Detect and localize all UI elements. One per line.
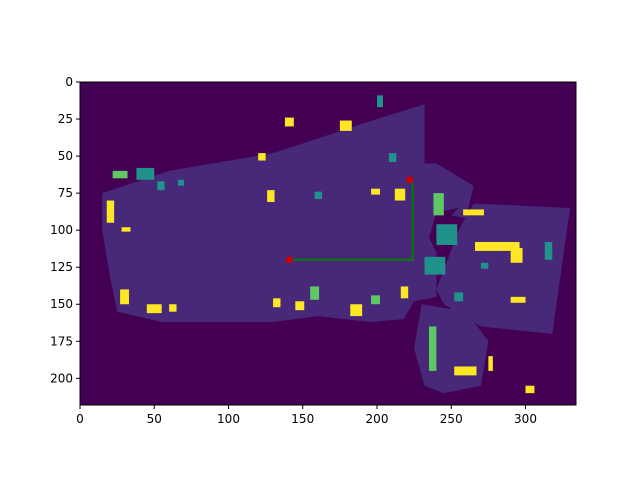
y-tick-label: 0 <box>65 75 73 89</box>
path-goal-marker <box>406 176 414 184</box>
map-cell-teal <box>377 95 383 108</box>
x-tick-label: 50 <box>147 412 162 426</box>
floor-region <box>436 203 571 334</box>
map-cell-yellow <box>525 385 535 394</box>
map-cell-yellow <box>121 227 131 232</box>
map-cell-teal <box>136 167 155 180</box>
map-cell-yellow <box>371 188 380 195</box>
x-tick-label: 200 <box>366 412 389 426</box>
cells-layer <box>106 95 553 394</box>
y-tick-label: 25 <box>58 112 73 126</box>
map-cell-yellow <box>273 298 281 308</box>
map-cell-yellow <box>400 286 409 299</box>
x-axis-ticks: 0 50 100 150 200 250 300 <box>76 405 537 426</box>
x-tick-label: 100 <box>217 412 240 426</box>
y-tick-label: 50 <box>58 149 73 163</box>
map-cell-green <box>112 170 128 179</box>
x-tick-label: 250 <box>440 412 463 426</box>
map-cell-teal <box>480 262 489 269</box>
map-cell-yellow <box>488 356 493 371</box>
plot-area <box>80 82 576 405</box>
map-cell-yellow <box>146 304 162 314</box>
map-cell-teal <box>544 242 553 260</box>
map-cell-yellow <box>454 366 477 376</box>
y-tick-label: 125 <box>50 260 73 274</box>
map-cell-yellow <box>169 304 177 312</box>
floor-region <box>102 104 474 323</box>
map-cell-yellow <box>339 120 352 131</box>
x-tick-label: 150 <box>291 412 314 426</box>
map-cell-yellow <box>475 242 520 251</box>
map-cell-green <box>428 326 437 371</box>
path-layer <box>285 176 414 264</box>
map-cell-green <box>433 193 444 216</box>
y-tick-label: 75 <box>58 186 73 200</box>
map-cell-green <box>371 295 380 305</box>
map-cell-yellow <box>106 200 115 223</box>
path-start-marker <box>285 256 293 264</box>
map-cell-yellow <box>258 153 266 161</box>
map-cell-teal <box>178 179 184 186</box>
y-tick-label: 175 <box>50 334 73 348</box>
map-cell-yellow <box>267 190 275 203</box>
map-cell-teal <box>388 153 397 163</box>
map-cell-teal <box>157 181 165 191</box>
map-cell-yellow <box>510 247 523 263</box>
map-cell-teal <box>314 191 323 200</box>
y-tick-label: 200 <box>50 371 73 385</box>
map-cell-yellow <box>120 289 130 305</box>
map-cell-green <box>310 286 320 300</box>
map-cell-yellow <box>510 296 526 303</box>
x-tick-label: 300 <box>514 412 537 426</box>
floor-layer <box>102 104 571 394</box>
map-cell-yellow <box>394 188 406 201</box>
y-axis-ticks: 0 25 50 75 100 125 150 175 200 <box>50 75 80 385</box>
map-cell-yellow <box>350 304 363 317</box>
map-cell-yellow <box>463 209 484 216</box>
map-cell-yellow <box>284 117 294 127</box>
y-tick-label: 150 <box>50 297 73 311</box>
map-cell-teal <box>454 292 464 302</box>
y-tick-label: 100 <box>50 223 73 237</box>
axes-frame <box>79 81 577 406</box>
map-cell-teal <box>424 256 446 275</box>
map-cell-yellow <box>295 301 305 311</box>
map-cell-teal <box>436 224 458 245</box>
x-tick-label: 0 <box>76 412 84 426</box>
